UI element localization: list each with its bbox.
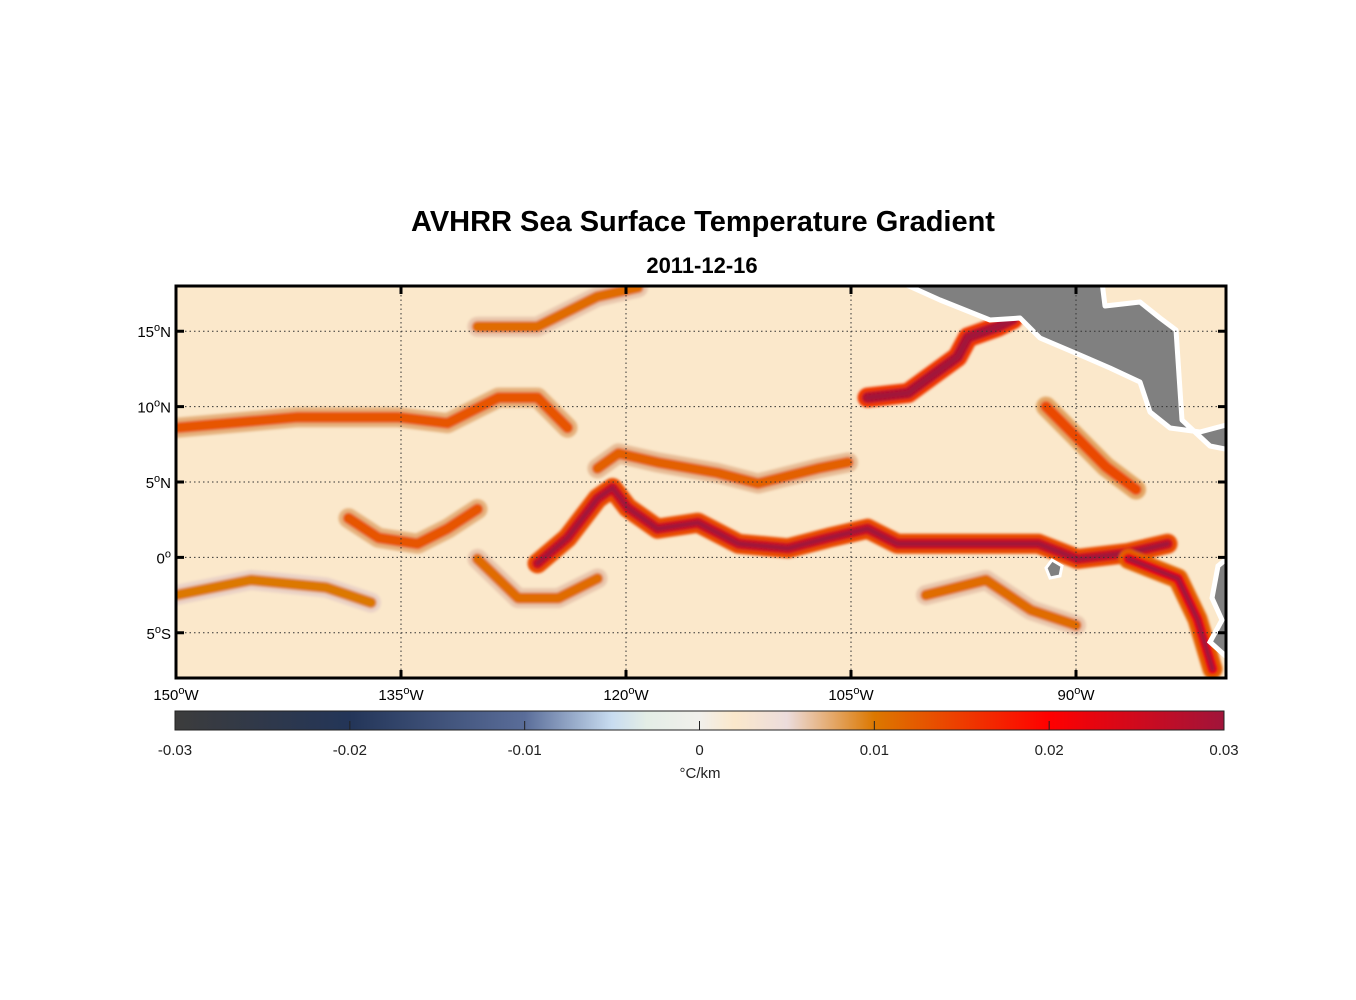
y-tick-label: 5oS [147, 624, 171, 643]
y-tick-label: 0o [157, 548, 171, 567]
front-western-arc-front [343, 503, 483, 550]
tick-hemisphere: W [1080, 687, 1095, 704]
tick-degrees: 5 [146, 475, 154, 492]
front-ten-north-front [176, 392, 573, 434]
chart-title: AVHRR Sea Surface Temperature Gradient [411, 206, 995, 238]
tick-hemisphere: W [634, 687, 649, 704]
tick-degrees: 150 [153, 687, 178, 704]
front-west-south-front [176, 574, 377, 609]
x-tick-label: 135oW [378, 685, 424, 704]
degree-sign: o [154, 398, 160, 410]
tick-hemisphere: N [160, 475, 171, 492]
degree-sign: o [1074, 685, 1080, 697]
colorbar-tick-label: 0.02 [1035, 742, 1064, 759]
chart-subtitle: 2011-12-16 [646, 253, 758, 278]
colorbar-tick-label: -0.03 [158, 742, 192, 759]
x-tick-label: 150oW [153, 685, 199, 704]
tick-hemisphere: S [161, 626, 171, 643]
degree-sign: o [403, 685, 409, 697]
front-core [865, 316, 1016, 401]
tick-degrees: 0 [157, 550, 165, 567]
colorbar-tick-label: 0 [695, 742, 703, 759]
tick-hemisphere: W [184, 687, 199, 704]
degree-sign: o [853, 685, 859, 697]
front-northern-front [472, 286, 644, 333]
colorbar-tick-label: -0.01 [508, 742, 542, 759]
degree-sign: o [628, 685, 634, 697]
colorbar-tick-label: -0.02 [333, 742, 367, 759]
tick-hemisphere: W [409, 687, 424, 704]
x-tick-label: 90oW [1058, 685, 1096, 704]
degree-sign: o [154, 322, 160, 334]
colorbar-tick-label: 0.03 [1209, 742, 1238, 759]
land [902, 286, 1226, 660]
front-core [535, 484, 1170, 566]
front-north-equatorial-front [592, 447, 854, 489]
front-east-diagonal-front [1040, 401, 1142, 495]
x-tick-label: 120oW [603, 685, 649, 704]
y-tick-label: 15oN [137, 322, 171, 341]
front-core [1126, 556, 1215, 672]
tick-degrees: 15 [137, 324, 154, 341]
central-america-land [902, 286, 1226, 452]
x-tick-label: 105oW [828, 685, 874, 704]
tick-degrees: 120 [603, 687, 628, 704]
degree-sign: o [155, 624, 161, 636]
colorbar: -0.03 -0.02 -0.01 0 0.01 0.02 0.03 [158, 710, 1239, 759]
colorbar-tick-label: 0.01 [860, 742, 889, 759]
degree-sign: o [178, 685, 184, 697]
tick-hemisphere: N [160, 324, 171, 341]
gradient-fronts [176, 286, 1223, 678]
y-tick-label: 5oN [146, 473, 171, 492]
tick-degrees: 135 [378, 687, 403, 704]
degree-sign: o [154, 473, 160, 485]
degree-sign: o [165, 548, 171, 560]
tick-hemisphere: N [160, 400, 171, 417]
colorbar-label: °C/km [680, 765, 721, 782]
y-tick-label: 10oN [137, 398, 171, 417]
tick-degrees: 105 [828, 687, 853, 704]
front-east-south-front [920, 574, 1082, 631]
tick-degrees: 5 [147, 626, 155, 643]
galapagos-land [1044, 558, 1064, 580]
front-southern-front [472, 553, 603, 604]
tick-hemisphere: W [859, 687, 874, 704]
tick-degrees: 10 [137, 400, 154, 417]
tick-degrees: 90 [1058, 687, 1075, 704]
